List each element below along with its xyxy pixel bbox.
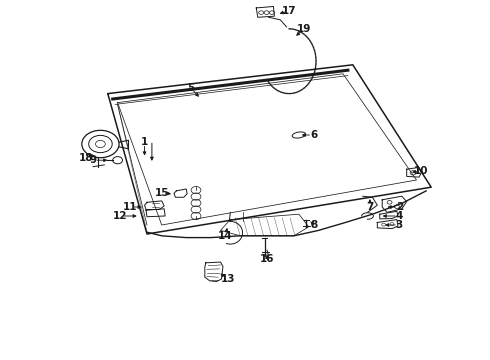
Text: 7: 7 [366, 202, 374, 212]
Text: 8: 8 [310, 220, 317, 230]
Text: 12: 12 [113, 211, 127, 221]
Text: 2: 2 [396, 202, 403, 212]
Text: 9: 9 [90, 155, 97, 165]
Text: 18: 18 [78, 153, 93, 163]
Text: 11: 11 [122, 202, 137, 212]
Text: 4: 4 [395, 211, 403, 221]
Text: 6: 6 [310, 130, 317, 140]
Text: 13: 13 [220, 274, 235, 284]
Text: 16: 16 [260, 254, 274, 264]
Text: 15: 15 [154, 188, 169, 198]
Text: 17: 17 [282, 6, 296, 16]
Text: 1: 1 [141, 137, 148, 147]
Text: 3: 3 [396, 220, 403, 230]
Text: 14: 14 [218, 231, 233, 241]
Text: 19: 19 [296, 24, 311, 34]
Text: 5: 5 [188, 83, 195, 93]
Text: 10: 10 [414, 166, 429, 176]
